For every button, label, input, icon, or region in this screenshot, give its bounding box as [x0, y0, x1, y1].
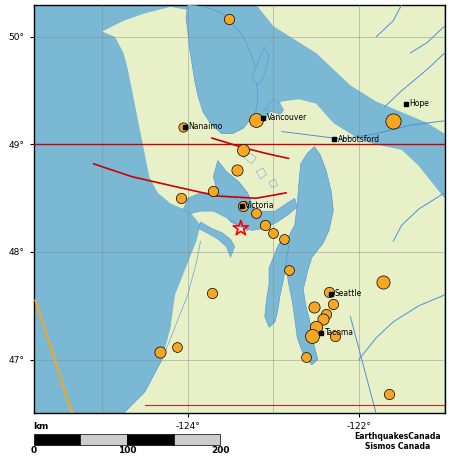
Polygon shape: [284, 147, 333, 365]
Polygon shape: [186, 5, 258, 134]
Polygon shape: [265, 236, 289, 327]
Polygon shape: [265, 99, 284, 114]
Polygon shape: [243, 153, 256, 164]
Text: Tacoma: Tacoma: [325, 328, 354, 337]
Point: [261, 221, 269, 229]
Point: [225, 15, 233, 22]
Polygon shape: [256, 168, 266, 179]
Bar: [127, 434, 174, 445]
Point: [330, 300, 337, 307]
Polygon shape: [252, 48, 269, 85]
Point: [270, 229, 277, 236]
Point: [253, 210, 260, 217]
Text: Abbotsford: Abbotsford: [338, 134, 380, 143]
Point: [234, 167, 241, 174]
Text: Hope: Hope: [409, 99, 429, 108]
Point: [302, 354, 309, 361]
Point: [210, 187, 217, 194]
Polygon shape: [184, 193, 297, 231]
Point: [285, 267, 292, 274]
Polygon shape: [269, 179, 277, 187]
Point: [319, 315, 326, 322]
Point: [280, 235, 287, 243]
Point: [237, 225, 244, 232]
Point: [253, 116, 260, 123]
Point: [239, 202, 246, 210]
Text: Vancouver: Vancouver: [266, 113, 307, 122]
Point: [311, 303, 318, 311]
Point: [180, 123, 187, 131]
Text: Seattle: Seattle: [334, 290, 361, 298]
Point: [208, 289, 215, 297]
Point: [323, 311, 330, 318]
Text: 200: 200: [211, 446, 230, 455]
Text: Nanaimo: Nanaimo: [189, 122, 223, 131]
Polygon shape: [256, 5, 445, 134]
Point: [240, 146, 247, 154]
Polygon shape: [198, 222, 235, 257]
Point: [157, 348, 164, 356]
Text: EarthquakesCanada
Sismos Canada: EarthquakesCanada Sismos Canada: [355, 432, 441, 451]
Polygon shape: [213, 161, 256, 231]
Text: 0: 0: [31, 446, 37, 455]
Point: [308, 332, 316, 340]
Point: [326, 288, 333, 296]
Bar: [80, 434, 127, 445]
Point: [177, 194, 185, 202]
Point: [174, 343, 181, 350]
Polygon shape: [123, 99, 445, 413]
Text: 100: 100: [118, 446, 136, 455]
Point: [331, 332, 339, 340]
Bar: [174, 434, 220, 445]
Point: [313, 324, 320, 331]
Text: Victoria: Victoria: [245, 201, 275, 210]
Bar: [34, 434, 80, 445]
Text: km: km: [34, 422, 49, 431]
Point: [379, 278, 387, 286]
Point: [385, 390, 392, 398]
Point: [390, 117, 397, 125]
Polygon shape: [102, 7, 256, 209]
